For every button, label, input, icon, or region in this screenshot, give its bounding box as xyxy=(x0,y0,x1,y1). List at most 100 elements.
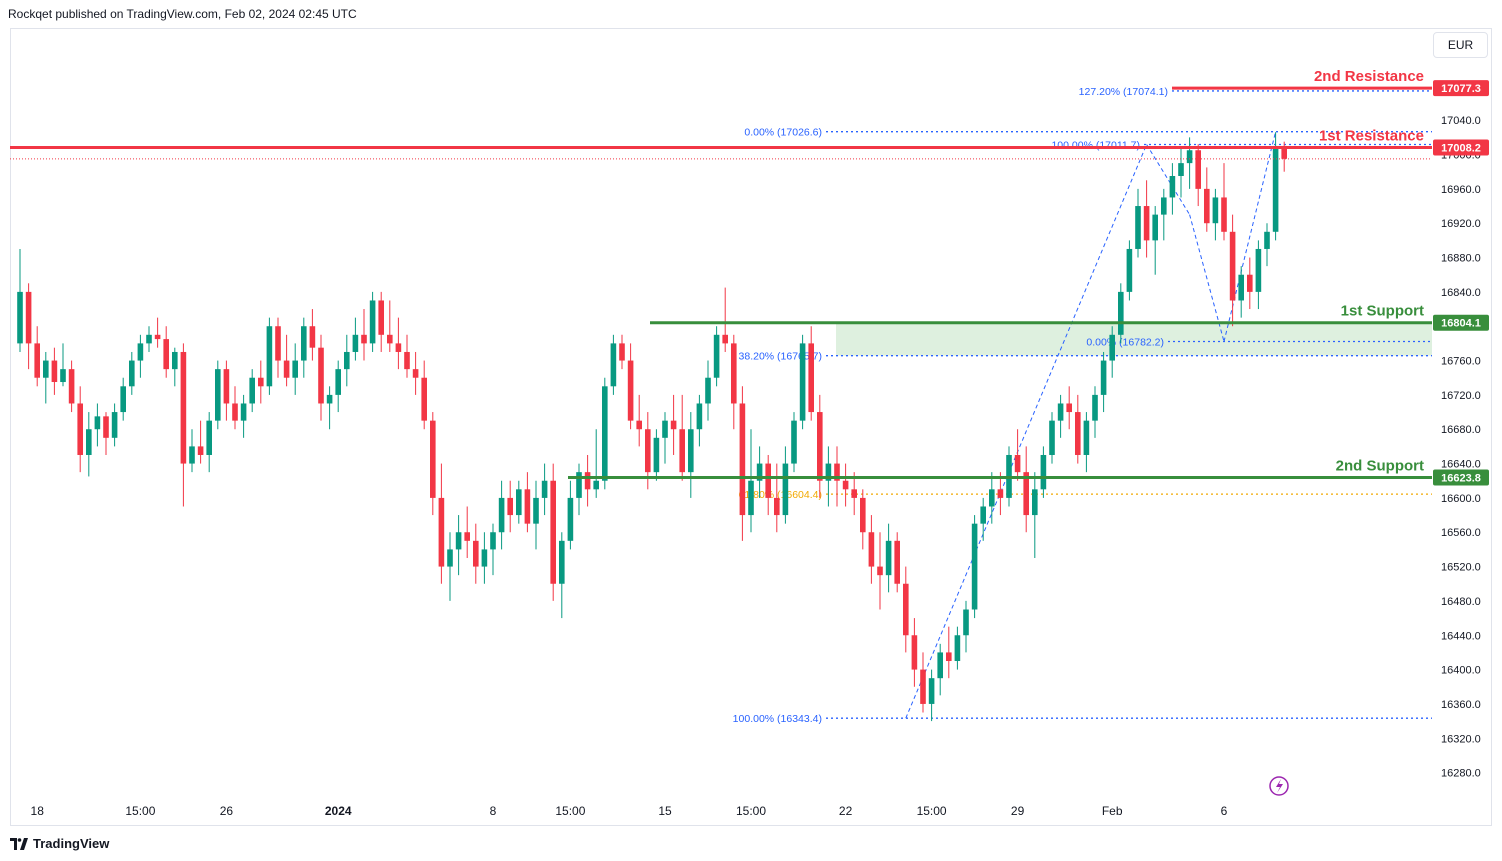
candle-body xyxy=(77,403,83,455)
candle xyxy=(163,326,169,378)
candle xyxy=(1135,188,1141,258)
candle-body xyxy=(1229,231,1236,301)
candle-body xyxy=(1014,454,1021,473)
candle-body xyxy=(206,420,212,455)
candle-body xyxy=(1075,412,1081,455)
candle xyxy=(378,291,384,352)
candle xyxy=(154,317,161,348)
candle-body xyxy=(997,489,1004,498)
resistance-2-label: 2nd Resistance xyxy=(1314,68,1424,85)
candle-body xyxy=(129,360,135,387)
candle-body xyxy=(662,420,668,438)
candle-body xyxy=(722,334,728,344)
candle xyxy=(481,532,488,584)
candle-body xyxy=(834,463,840,481)
candle xyxy=(292,343,298,395)
candle-body xyxy=(249,377,255,404)
candle-body xyxy=(748,480,754,516)
candle-body xyxy=(731,343,737,404)
candle-body xyxy=(60,369,66,383)
candle xyxy=(352,317,359,361)
x-tick-label: 15:00 xyxy=(736,804,766,818)
candle xyxy=(713,326,720,387)
candle xyxy=(963,600,969,653)
candle-body xyxy=(653,437,660,473)
candle-body xyxy=(920,669,926,704)
candle xyxy=(43,351,49,404)
candle-body xyxy=(301,326,307,361)
candle xyxy=(602,377,608,490)
candle-body xyxy=(739,403,746,516)
currency-button[interactable]: EUR xyxy=(1433,32,1488,58)
candle-body xyxy=(137,343,144,361)
candle xyxy=(120,377,126,421)
alert-lightning-icon[interactable] xyxy=(1269,776,1289,796)
candles-layer xyxy=(17,132,1287,722)
candle-body xyxy=(223,369,230,404)
candle xyxy=(206,412,212,473)
candle-body xyxy=(86,429,92,455)
candle-body xyxy=(146,334,152,344)
candle xyxy=(911,618,918,687)
candle-body xyxy=(774,497,780,516)
candle xyxy=(1032,472,1038,558)
candle xyxy=(842,463,849,507)
candle-body xyxy=(326,394,333,404)
candle-body xyxy=(1169,175,1176,198)
candle-body xyxy=(352,334,359,352)
candle-body xyxy=(1083,420,1090,455)
candle xyxy=(344,334,350,387)
candle-body xyxy=(877,566,883,576)
candle xyxy=(765,454,771,516)
candle-body xyxy=(154,334,161,340)
candle xyxy=(1255,240,1262,310)
y-tick-label: 16320.0 xyxy=(1441,733,1481,745)
candle-body xyxy=(1161,197,1167,215)
candle xyxy=(1109,326,1115,378)
y-tick-label: 16760.0 xyxy=(1441,356,1481,368)
candle-body xyxy=(103,416,109,438)
candle-body xyxy=(817,412,823,481)
candle xyxy=(197,420,204,464)
candle-body xyxy=(782,463,789,516)
candle xyxy=(498,480,505,550)
x-tick-label: 15 xyxy=(658,804,672,818)
candle-body xyxy=(1272,145,1279,232)
candle xyxy=(1229,214,1236,327)
candle-body xyxy=(34,343,40,378)
candle xyxy=(318,334,324,421)
candle-body xyxy=(1247,274,1253,292)
x-tick-label: 8 xyxy=(490,804,497,818)
candle-body xyxy=(258,377,264,387)
candle-body xyxy=(490,532,496,550)
candle xyxy=(593,429,599,498)
candle-body xyxy=(765,463,771,498)
candle xyxy=(387,300,393,352)
candle-body xyxy=(971,523,978,610)
y-tick-label: 16920.0 xyxy=(1441,218,1481,230)
candle-body xyxy=(842,480,849,490)
candle-body xyxy=(1238,274,1244,301)
candle xyxy=(903,566,909,653)
candle-body xyxy=(292,360,298,378)
candle-body xyxy=(860,497,866,533)
candle xyxy=(584,454,591,507)
x-tick-label: 15:00 xyxy=(917,804,947,818)
candle-body xyxy=(1023,472,1029,516)
y-tick-label: 16400.0 xyxy=(1441,665,1481,677)
price-axis[interactable]: 16280.0 16320.0 16360.0 16400.0 16440.0 16480… xyxy=(1433,80,1489,780)
candle xyxy=(309,309,316,361)
candle xyxy=(653,429,660,481)
time-axis[interactable]: 18 15:00 26 2024 8 15:00 15 15:00 22 15:00 29 Feb 6 xyxy=(31,804,1228,818)
candle-body xyxy=(68,369,75,404)
candle-body xyxy=(1152,214,1158,241)
candle xyxy=(215,360,221,430)
candle xyxy=(1075,394,1081,464)
tradingview-logo[interactable]: TradingView xyxy=(10,836,109,851)
candle xyxy=(937,643,943,696)
fib-level-label: 127.20% (17074.1) xyxy=(1079,86,1168,98)
candle-body xyxy=(404,351,410,370)
candle xyxy=(103,412,109,455)
candle xyxy=(688,412,694,498)
